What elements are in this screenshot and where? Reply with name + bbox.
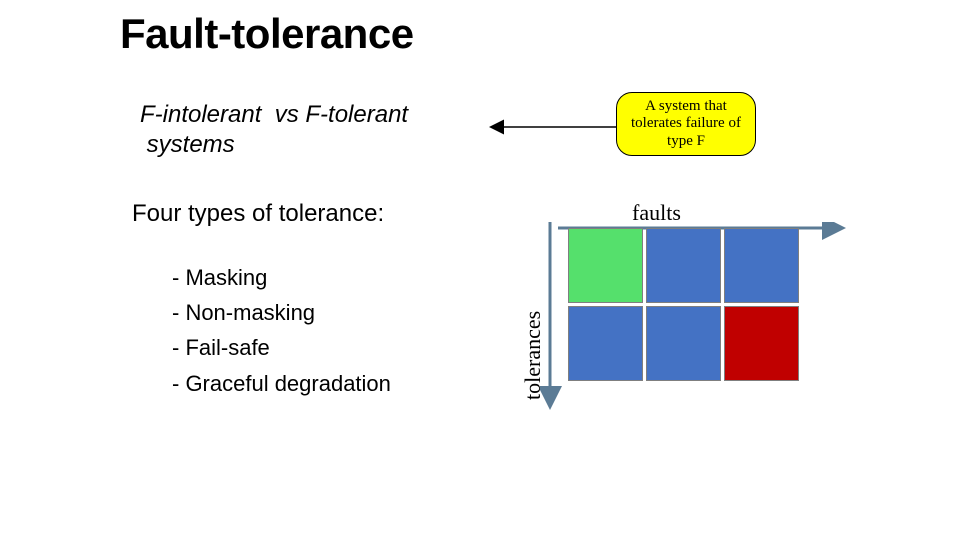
grid-cells bbox=[560, 225, 802, 384]
callout-text: A system that tolerates failure of type … bbox=[621, 98, 751, 150]
callout-arrow bbox=[482, 112, 622, 142]
tolerance-list: - Masking - Non-masking - Fail-safe - Gr… bbox=[172, 260, 391, 401]
page-title: Fault-tolerance bbox=[120, 10, 414, 58]
grid-cell bbox=[568, 306, 643, 381]
grid-cell bbox=[724, 306, 799, 381]
subtitle: F-intolerant vs F-tolerant systems bbox=[140, 100, 408, 160]
grid-cell bbox=[568, 228, 643, 303]
list-item: - Graceful degradation bbox=[172, 366, 391, 401]
list-item: - Masking bbox=[172, 260, 391, 295]
four-types-heading: Four types of tolerance: bbox=[132, 200, 384, 228]
grid-cell bbox=[646, 306, 721, 381]
tolerance-fault-grid bbox=[560, 225, 802, 384]
callout-box: A system that tolerates failure of type … bbox=[616, 92, 756, 156]
grid-cell bbox=[646, 228, 721, 303]
list-item: - Fail-safe bbox=[172, 330, 391, 365]
grid-cell bbox=[724, 228, 799, 303]
list-item: - Non-masking bbox=[172, 295, 391, 330]
